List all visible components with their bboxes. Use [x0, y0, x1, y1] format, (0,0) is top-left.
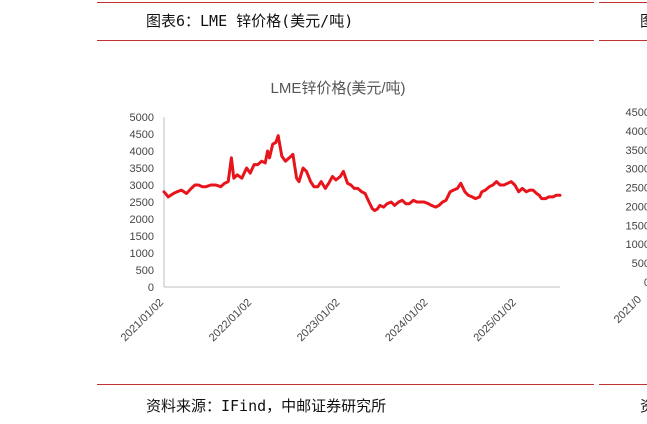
y-tick-label: 5000 [130, 112, 154, 124]
clipped-y-tick-label: 3000 [626, 164, 647, 176]
footer-rule-right-panel [599, 384, 647, 385]
clipped-y-tick-label: 4000 [626, 126, 647, 138]
y-tick-label: 1500 [130, 231, 154, 243]
x-tick-label: 2023/01/02 [295, 297, 342, 344]
source-note: 资料来源：IFind，中邮证券研究所 [146, 397, 387, 415]
chart-title: LME锌价格(美元/吨) [270, 80, 405, 97]
clipped-x-tick-label: 2021/0 [612, 294, 644, 326]
y-axis: 0 500 1000 1500 2000 2500 3000 3500 4000 4500 5000 [130, 112, 165, 294]
clipped-y-tick-label: 1500 [626, 220, 647, 232]
header-rule-bottom [97, 40, 594, 41]
right-panel-source-fragment: 资 [640, 395, 647, 416]
clipped-y-tick-label: 500 [632, 258, 647, 270]
right-panel-heading-fragment: 图 [640, 10, 647, 31]
clipped-y-tick-label: 2500 [626, 183, 647, 195]
series-line [162, 134, 562, 212]
clipped-y-tick-label: 2000 [626, 201, 647, 213]
x-tick-label: 2022/01/02 [207, 297, 254, 344]
y-tick-label: 4000 [130, 146, 154, 158]
clipped-y-tick-label: 0 [644, 277, 647, 289]
y-tick-label: 0 [148, 282, 154, 294]
y-tick-label: 500 [136, 265, 154, 277]
x-tick-label: 2024/01/02 [383, 297, 430, 344]
header-rule-top-right-panel [599, 2, 647, 3]
y-tick-label: 3000 [130, 180, 154, 192]
clipped-right-panel: 4500 4000 3500 3000 2500 2000 1500 1000 500 02021… [612, 107, 647, 326]
y-tick-label: 1000 [130, 248, 154, 260]
x-tick-label: 2025/01/02 [471, 297, 518, 344]
footer-rule [97, 384, 594, 385]
clipped-y-tick-label: 4500 [626, 107, 647, 119]
header-rule-top [97, 2, 594, 3]
x-tick-label: 2021/01/02 [119, 297, 166, 344]
figure-heading: 图表6：LME 锌价格(美元/吨) [146, 12, 354, 30]
y-tick-label: 2000 [130, 214, 154, 226]
clipped-y-tick-label: 3500 [626, 145, 647, 157]
y-tick-label: 2500 [130, 197, 154, 209]
y-tick-label: 3500 [130, 163, 154, 175]
x-axis: 2021/01/02 2022/01/02 2023/01/02 2024/01/02… [119, 286, 560, 344]
y-tick-label: 4500 [130, 129, 154, 141]
clipped-y-tick-label: 1000 [626, 239, 647, 251]
header-rule-bottom-right-panel [599, 40, 647, 41]
